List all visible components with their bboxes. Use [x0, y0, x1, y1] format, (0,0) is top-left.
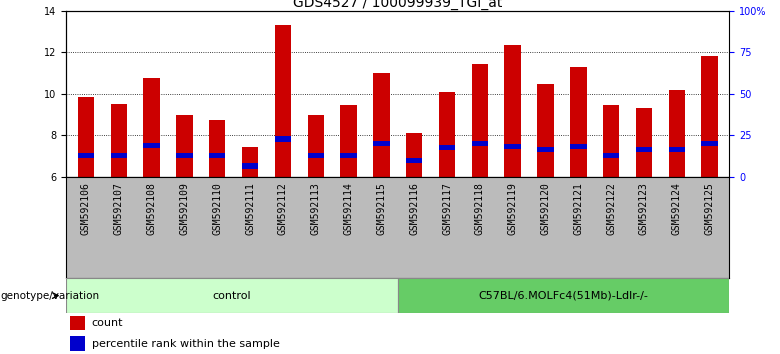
Bar: [570, 144, 587, 149]
Bar: [111, 104, 127, 177]
Bar: [78, 153, 94, 158]
Text: GSM592122: GSM592122: [606, 182, 616, 235]
Text: GSM592109: GSM592109: [179, 182, 190, 235]
Text: GSM592113: GSM592113: [310, 182, 321, 235]
Bar: [275, 25, 291, 177]
Bar: [603, 105, 619, 177]
Bar: [242, 164, 258, 169]
Bar: [537, 147, 554, 152]
Bar: [209, 153, 225, 158]
Bar: [603, 153, 619, 158]
Bar: [398, 278, 729, 313]
Bar: [70, 316, 84, 330]
Bar: [78, 97, 94, 177]
Bar: [406, 158, 423, 164]
Bar: [176, 115, 193, 177]
Bar: [701, 141, 718, 146]
Text: GSM592111: GSM592111: [245, 182, 255, 235]
Text: GSM592116: GSM592116: [410, 182, 419, 235]
Bar: [373, 73, 389, 177]
Text: control: control: [213, 291, 251, 301]
Text: GSM592121: GSM592121: [573, 182, 583, 235]
Bar: [505, 144, 521, 149]
Bar: [209, 120, 225, 177]
Bar: [340, 105, 356, 177]
Text: C57BL/6.MOLFc4(51Mb)-Ldlr-/-: C57BL/6.MOLFc4(51Mb)-Ldlr-/-: [479, 291, 648, 301]
Bar: [472, 64, 488, 177]
Bar: [668, 147, 685, 152]
Text: genotype/variation: genotype/variation: [1, 291, 100, 301]
Bar: [70, 337, 84, 351]
Bar: [505, 45, 521, 177]
Bar: [144, 78, 160, 177]
Text: GSM592110: GSM592110: [212, 182, 222, 235]
Bar: [636, 108, 652, 177]
Bar: [307, 153, 324, 158]
Text: GSM592114: GSM592114: [343, 182, 353, 235]
Text: GSM592120: GSM592120: [541, 182, 551, 235]
Text: GSM592118: GSM592118: [475, 182, 485, 235]
Text: GSM592123: GSM592123: [639, 182, 649, 235]
Text: GSM592125: GSM592125: [704, 182, 714, 235]
Bar: [144, 143, 160, 148]
Bar: [373, 141, 389, 146]
Bar: [307, 115, 324, 177]
Bar: [472, 141, 488, 146]
Bar: [439, 92, 456, 177]
Bar: [406, 133, 423, 177]
Text: GSM592106: GSM592106: [81, 182, 91, 235]
Bar: [636, 147, 652, 152]
Text: count: count: [92, 318, 123, 328]
Bar: [668, 90, 685, 177]
Text: GSM592124: GSM592124: [672, 182, 682, 235]
Text: GSM592115: GSM592115: [377, 182, 386, 235]
Text: GSM592112: GSM592112: [278, 182, 288, 235]
Bar: [340, 153, 356, 158]
Text: GSM592117: GSM592117: [442, 182, 452, 235]
Text: percentile rank within the sample: percentile rank within the sample: [92, 339, 280, 349]
Bar: [111, 153, 127, 158]
Bar: [570, 67, 587, 177]
Bar: [242, 147, 258, 177]
Bar: [439, 145, 456, 150]
Bar: [701, 56, 718, 177]
Title: GDS4527 / 100099939_TGI_at: GDS4527 / 100099939_TGI_at: [293, 0, 502, 10]
Bar: [66, 278, 398, 313]
Bar: [275, 136, 291, 142]
Text: GSM592119: GSM592119: [508, 182, 518, 235]
Text: GSM592108: GSM592108: [147, 182, 157, 235]
Bar: [176, 153, 193, 158]
Bar: [537, 85, 554, 177]
Text: GSM592107: GSM592107: [114, 182, 124, 235]
